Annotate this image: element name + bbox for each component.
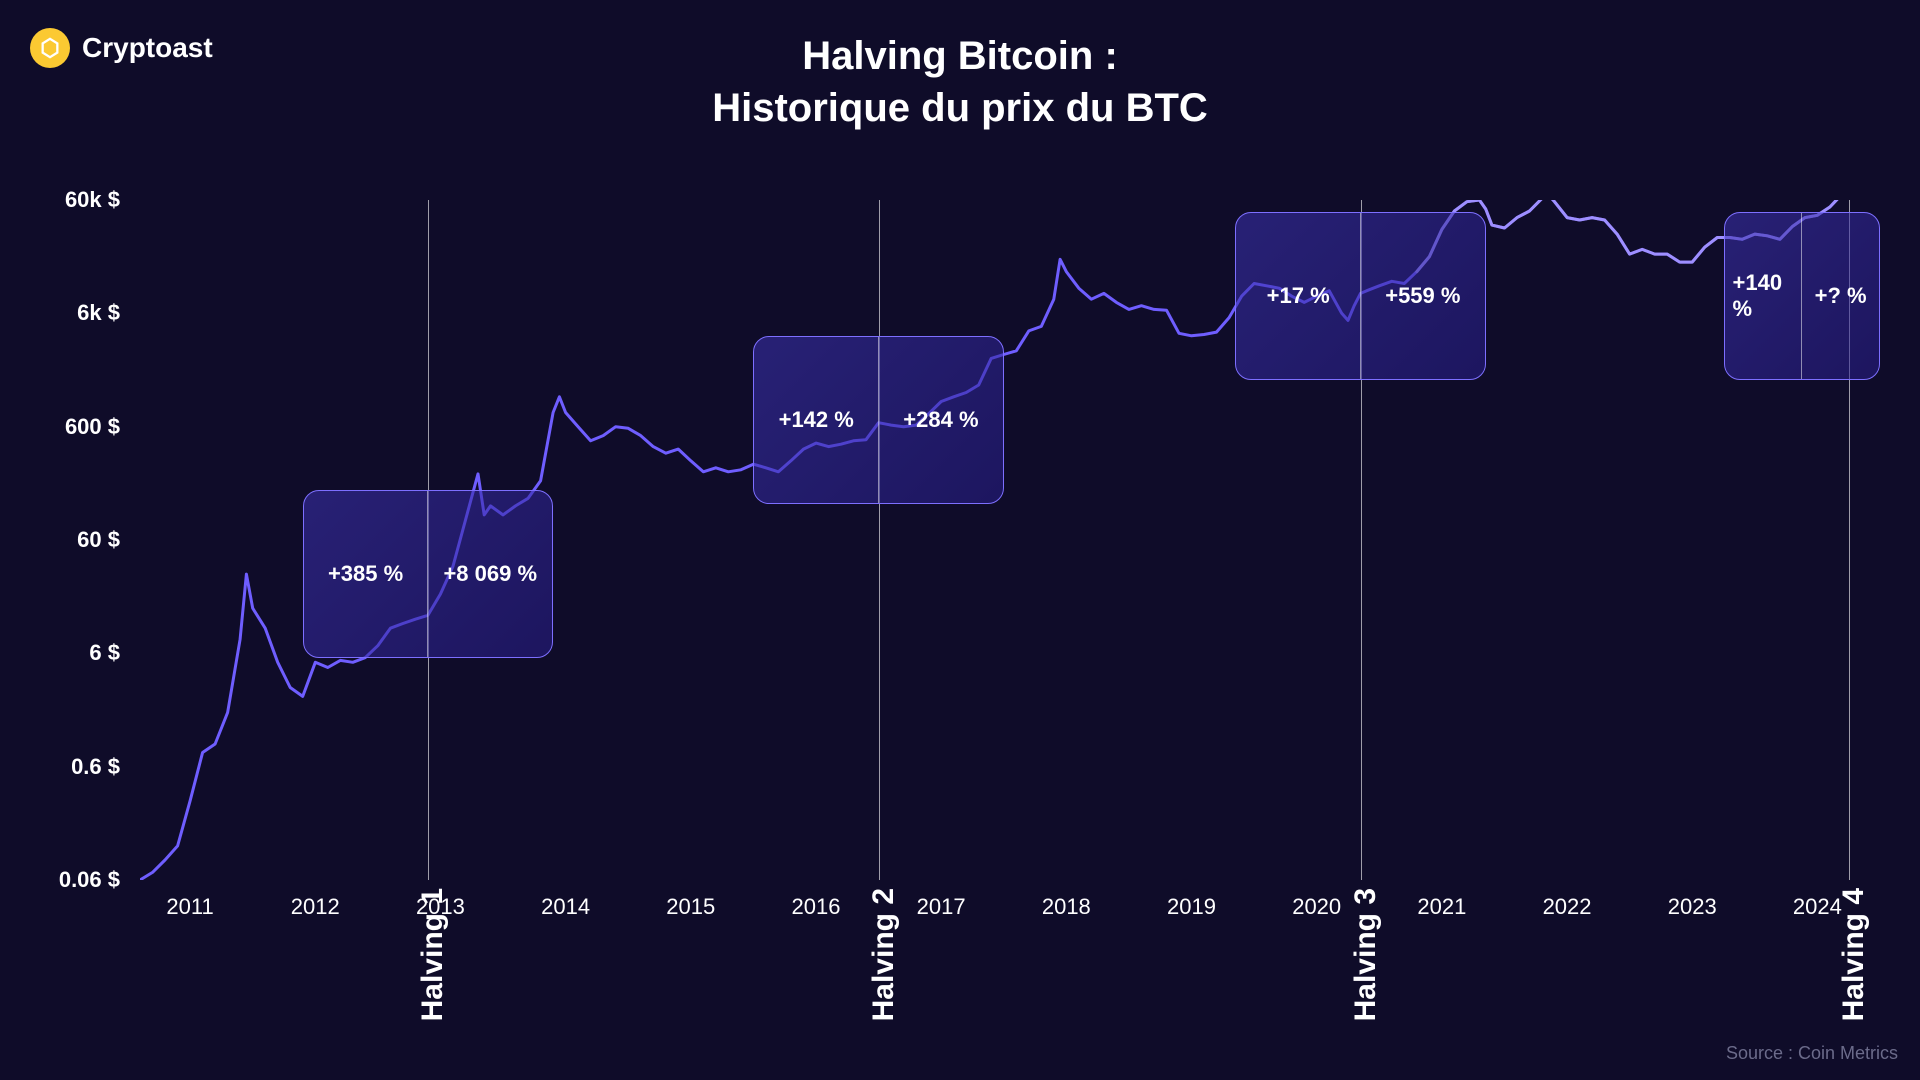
halving-post-3: +559 % xyxy=(1361,213,1485,379)
halving-box-3: +17 %+559 % xyxy=(1235,212,1485,380)
y-tick-label: 0.06 $ xyxy=(59,867,120,893)
x-tick-label: 2021 xyxy=(1417,894,1466,920)
halving-post-4: +? % xyxy=(1802,213,1879,379)
x-tick-label: 2011 xyxy=(166,894,213,920)
y-axis: 0.06 $0.6 $6 $60 $600 $6k $60k $ xyxy=(30,200,130,920)
y-tick-label: 6 $ xyxy=(89,640,120,666)
halving-post-1: +8 069 % xyxy=(428,491,552,657)
title-line1: Halving Bitcoin : xyxy=(712,30,1208,82)
y-tick-label: 0.6 $ xyxy=(71,754,120,780)
halving-pre-2: +142 % xyxy=(754,337,878,503)
y-tick-label: 6k $ xyxy=(77,300,120,326)
halving-box-2: +142 %+284 % xyxy=(753,336,1003,504)
title-line2: Historique du prix du BTC xyxy=(712,82,1208,134)
x-tick-label: 2014 xyxy=(541,894,590,920)
y-tick-label: 60 $ xyxy=(77,527,120,553)
x-tick-label: 2022 xyxy=(1543,894,1592,920)
chart-container: 0.06 $0.6 $6 $60 $600 $6k $60k $ Halving… xyxy=(30,200,1890,920)
y-tick-label: 60k $ xyxy=(65,187,120,213)
x-tick-label: 2023 xyxy=(1668,894,1717,920)
x-tick-label: 2012 xyxy=(291,894,340,920)
x-tick-label: 2018 xyxy=(1042,894,1091,920)
halving-line-2 xyxy=(879,200,880,880)
brand-logo: Cryptoast xyxy=(30,28,213,68)
chart-title: Halving Bitcoin : Historique du prix du … xyxy=(712,30,1208,134)
brand-icon xyxy=(30,28,70,68)
x-tick-label: 2015 xyxy=(666,894,715,920)
x-tick-label: 2017 xyxy=(917,894,966,920)
x-tick-label: 2019 xyxy=(1167,894,1216,920)
x-tick-label: 2024 xyxy=(1793,894,1842,920)
y-tick-label: 600 $ xyxy=(65,414,120,440)
x-tick-label: 2013 xyxy=(416,894,465,920)
halving-pre-4: +140 % xyxy=(1725,213,1802,379)
halving-box-1: +385 %+8 069 % xyxy=(303,490,553,658)
halving-pre-3: +17 % xyxy=(1236,213,1360,379)
halving-post-2: +284 % xyxy=(879,337,1003,503)
plot-area: Halving 1+385 %+8 069 %Halving 2+142 %+2… xyxy=(140,200,1880,880)
x-axis: 2011 2012 2013 2014 2015 2016 2017 2018 2019 2020… xyxy=(140,880,1880,920)
halving-box-4: +140 %+? % xyxy=(1724,212,1880,380)
x-tick-label: 2020 xyxy=(1292,894,1341,920)
brand-name: Cryptoast xyxy=(82,32,213,64)
x-tick-label: 2016 xyxy=(791,894,840,920)
halving-pre-1: +385 % xyxy=(304,491,428,657)
source-label: Source : Coin Metrics xyxy=(1726,1043,1898,1064)
